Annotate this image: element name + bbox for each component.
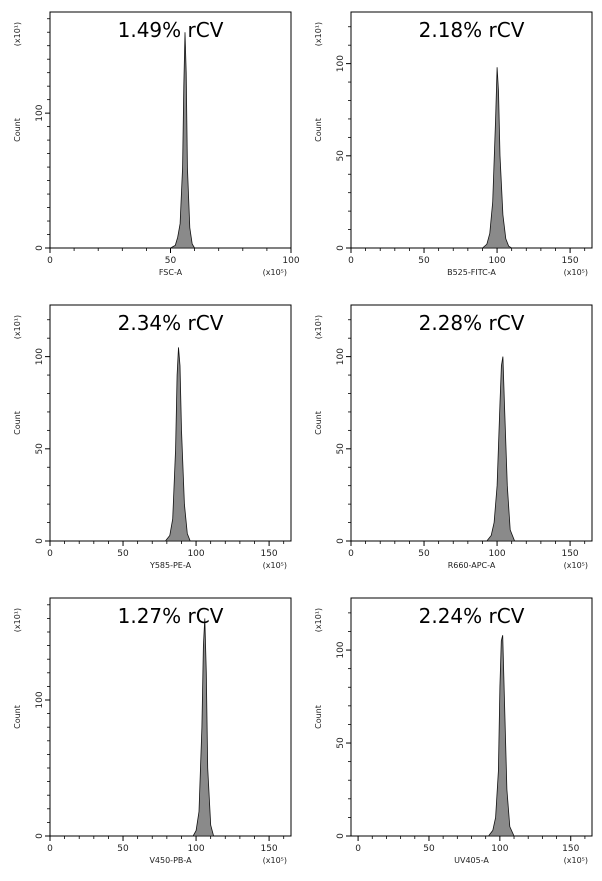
histogram-chart-fsc: 0 50 100 0 100 FSC-A (x10⁵) Count (x10¹) 1.49% rC… xyxy=(13,11,300,277)
histogram-peak xyxy=(168,32,196,249)
x-tick-label: 150 xyxy=(562,844,579,854)
y-tick-label: 100 xyxy=(35,104,45,121)
histogram-chart-apc: 0 50 100 150 0 50 100 R660-APC-A (x10⁵) Count (x10… xyxy=(314,304,593,570)
x-tick-label: 100 xyxy=(282,256,299,266)
y-tick-label: 50 xyxy=(336,150,346,162)
histogram-chart-pe: 0 50 100 150 0 50 100 Y585-PE-A (x10⁵) Count (x10¹… xyxy=(13,304,292,570)
histogram-peak xyxy=(485,356,516,542)
x-tick-label: 0 xyxy=(47,549,53,559)
plot-frame xyxy=(350,597,593,837)
x-tick-label: 100 xyxy=(187,549,204,559)
rcv-annotation: 1.49% rCV xyxy=(118,18,224,42)
y-axis-unit: (x10¹) xyxy=(13,315,22,339)
plot-frame xyxy=(350,11,593,249)
plot-frame xyxy=(350,304,593,542)
x-tick-label: 100 xyxy=(491,844,508,854)
y-tick-label: 50 xyxy=(35,443,45,455)
rcv-annotation: 2.34% rCV xyxy=(118,311,224,335)
histogram-chart-pb: 0 50 100 150 0 100 V450-PB-A (x10⁵) Count (x10¹) 1… xyxy=(13,597,292,865)
x-tick-label: 100 xyxy=(488,256,505,266)
y-axis-label: Count xyxy=(314,118,323,142)
y-tick-label: 0 xyxy=(336,538,346,544)
x-axis-label: Y585-PE-A xyxy=(149,561,192,570)
histogram-panel-fsc: 0 50 100 0 100 FSC-A (x10⁵) Count (x10¹) 1.49% rC… xyxy=(0,0,301,293)
x-axis-unit: (x10⁵) xyxy=(263,561,287,570)
y-axis-label: Count xyxy=(13,411,22,435)
y-axis-unit: (x10¹) xyxy=(13,22,22,46)
x-tick-label: 150 xyxy=(260,549,277,559)
x-tick-label: 50 xyxy=(418,256,430,266)
histogram-panel-pe: 0 50 100 150 0 50 100 Y585-PE-A (x10⁵) Count (x10¹… xyxy=(0,293,301,586)
rcv-annotation: 1.27% rCV xyxy=(118,604,224,628)
histogram-panel-apc: 0 50 100 150 0 50 100 R660-APC-A (x10⁵) Count (x10… xyxy=(301,293,602,586)
plot-frame xyxy=(49,11,292,249)
y-tick-label: 50 xyxy=(336,737,346,749)
x-tick-label: 0 xyxy=(47,844,53,854)
x-tick-label: 150 xyxy=(561,549,578,559)
x-tick-label: 50 xyxy=(165,256,177,266)
rcv-annotation: 2.24% rCV xyxy=(419,604,525,628)
x-tick-label: 0 xyxy=(47,256,53,266)
histogram-peak xyxy=(487,635,515,837)
histogram-panel-fitc: 0 50 100 150 0 50 100 B525-FITC-A (x10⁵) Count (x1… xyxy=(301,0,602,293)
x-axis-label: R660-APC-A xyxy=(448,561,496,570)
x-axis-label: UV405-A xyxy=(454,856,489,865)
x-tick-label: 150 xyxy=(561,256,578,266)
y-tick-label: 0 xyxy=(35,833,45,839)
y-tick-label: 0 xyxy=(336,833,346,839)
y-axis-unit: (x10¹) xyxy=(314,315,323,339)
y-tick-label: 50 xyxy=(336,443,346,455)
x-axis-unit: (x10⁵) xyxy=(263,268,287,277)
x-axis-unit: (x10⁵) xyxy=(564,561,588,570)
plot-frame xyxy=(49,597,292,837)
x-tick-label: 50 xyxy=(117,549,129,559)
x-tick-label: 0 xyxy=(348,256,354,266)
x-tick-label: 50 xyxy=(117,844,129,854)
y-tick-label: 100 xyxy=(35,691,45,708)
x-axis-unit: (x10⁵) xyxy=(564,856,588,865)
x-tick-label: 0 xyxy=(355,844,361,854)
x-axis-label: FSC-A xyxy=(159,268,183,277)
y-tick-label: 0 xyxy=(35,538,45,544)
histogram-chart-fitc: 0 50 100 150 0 50 100 B525-FITC-A (x10⁵) Count (x1… xyxy=(314,11,593,277)
y-axis-label: Count xyxy=(13,705,22,729)
plot-frame xyxy=(49,304,292,542)
histogram-peak xyxy=(481,67,514,249)
x-tick-label: 50 xyxy=(418,549,430,559)
x-axis-unit: (x10⁵) xyxy=(564,268,588,277)
rcv-annotation: 2.28% rCV xyxy=(419,311,525,335)
histogram-panel-pb: 0 50 100 150 0 100 V450-PB-A (x10⁵) Count (x10¹) 1… xyxy=(0,586,301,881)
x-axis-unit: (x10⁵) xyxy=(263,856,287,865)
y-axis-unit: (x10¹) xyxy=(314,22,323,46)
y-tick-label: 100 xyxy=(35,348,45,365)
y-tick-label: 100 xyxy=(336,641,346,658)
rcv-annotation: 2.18% rCV xyxy=(419,18,525,42)
x-tick-label: 50 xyxy=(423,844,435,854)
x-tick-label: 0 xyxy=(348,549,354,559)
histogram-peak xyxy=(164,347,191,542)
y-axis-unit: (x10¹) xyxy=(13,608,22,632)
x-axis-label: V450-PB-A xyxy=(149,856,192,865)
y-axis-unit: (x10¹) xyxy=(314,608,323,632)
y-tick-label: 100 xyxy=(336,348,346,365)
y-axis-label: Count xyxy=(13,118,22,142)
x-tick-label: 150 xyxy=(260,844,277,854)
x-tick-label: 100 xyxy=(488,549,505,559)
y-tick-label: 100 xyxy=(336,55,346,72)
y-tick-label: 0 xyxy=(336,245,346,251)
y-axis-label: Count xyxy=(314,411,323,435)
y-tick-label: 0 xyxy=(35,245,45,251)
y-axis-label: Count xyxy=(314,705,323,729)
histogram-panel-uv405: 0 50 100 150 0 50 100 UV405-A (x10⁵) Count (x10¹) 2… xyxy=(301,586,602,881)
x-axis-label: B525-FITC-A xyxy=(447,268,496,277)
x-tick-label: 100 xyxy=(187,844,204,854)
histogram-peak xyxy=(192,618,215,837)
